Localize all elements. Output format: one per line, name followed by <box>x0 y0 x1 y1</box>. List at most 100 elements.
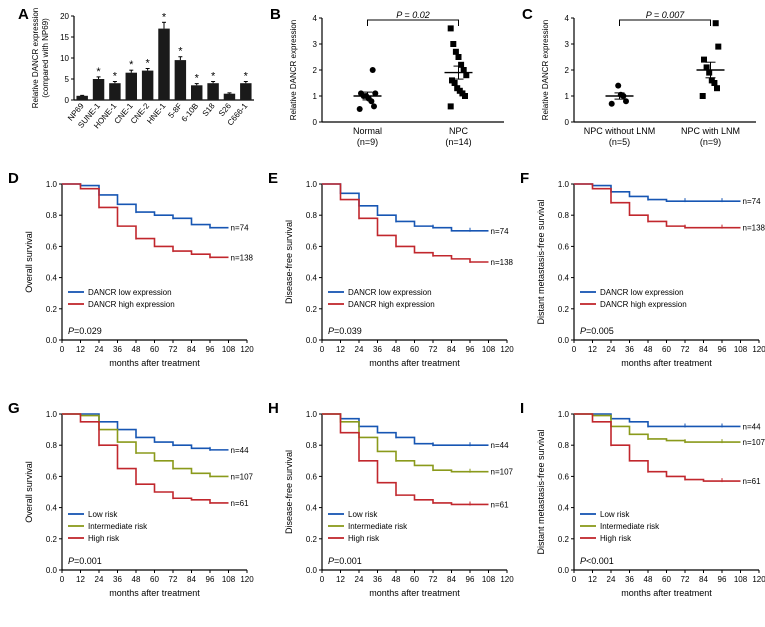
svg-text:DANCR high expression: DANCR high expression <box>88 300 175 309</box>
km-plot-e: 0.00.20.40.60.81.00122436486072849610812… <box>280 174 515 374</box>
svg-text:P=0.001: P=0.001 <box>328 556 362 566</box>
svg-text:DANCR low expression: DANCR low expression <box>600 288 684 297</box>
svg-text:Overall survival: Overall survival <box>24 231 34 293</box>
svg-text:Relative DANCR expression: Relative DANCR expression <box>541 20 550 120</box>
svg-text:0.8: 0.8 <box>558 441 570 450</box>
scatter-plot: 01234Relative DANCR expressionNormal(n=9… <box>282 6 512 156</box>
km-curve <box>322 184 489 231</box>
svg-text:0.4: 0.4 <box>46 274 58 283</box>
svg-text:0.8: 0.8 <box>46 441 58 450</box>
svg-text:DANCR high expression: DANCR high expression <box>600 300 687 309</box>
svg-text:n=138: n=138 <box>491 258 514 267</box>
svg-text:Normal: Normal <box>353 126 382 136</box>
svg-text:12: 12 <box>336 345 345 354</box>
svg-text:P = 0.007: P = 0.007 <box>646 10 685 20</box>
svg-text:S18: S18 <box>201 101 217 118</box>
svg-text:P=0.005: P=0.005 <box>580 326 614 336</box>
km-curve <box>62 184 229 257</box>
km-curve <box>62 414 229 476</box>
bar <box>175 60 186 100</box>
svg-text:0: 0 <box>320 575 325 584</box>
svg-text:96: 96 <box>718 575 727 584</box>
svg-text:0.2: 0.2 <box>46 305 58 314</box>
svg-text:n=44: n=44 <box>491 441 510 450</box>
bar <box>142 71 153 100</box>
svg-text:DANCR high expression: DANCR high expression <box>348 300 435 309</box>
svg-text:12: 12 <box>336 575 345 584</box>
km-plot-f: 0.00.20.40.60.81.00122436486072849610812… <box>532 174 765 374</box>
svg-text:*: * <box>162 11 167 23</box>
svg-text:60: 60 <box>662 575 671 584</box>
svg-text:120: 120 <box>752 575 765 584</box>
svg-text:n=107: n=107 <box>743 438 765 447</box>
svg-text:0.0: 0.0 <box>306 566 318 575</box>
svg-text:48: 48 <box>132 575 141 584</box>
svg-text:Low risk: Low risk <box>348 510 378 519</box>
panel-label: H <box>268 400 279 417</box>
svg-text:High risk: High risk <box>600 534 632 543</box>
panel-label: I <box>520 400 524 417</box>
svg-text:Distant metastasis-free surviv: Distant metastasis-free survival <box>536 199 546 324</box>
km-curve <box>574 184 741 201</box>
panel-label: G <box>8 400 20 417</box>
km-plot-i: 0.00.20.40.60.81.00122436486072849610812… <box>532 404 765 604</box>
svg-text:4: 4 <box>565 14 570 23</box>
svg-text:1.0: 1.0 <box>46 410 58 419</box>
svg-text:108: 108 <box>734 345 748 354</box>
svg-text:1.0: 1.0 <box>46 180 58 189</box>
svg-text:0.6: 0.6 <box>558 242 570 251</box>
svg-text:84: 84 <box>447 345 456 354</box>
svg-text:84: 84 <box>699 345 708 354</box>
svg-text:Overall survival: Overall survival <box>24 461 34 523</box>
svg-text:24: 24 <box>95 345 104 354</box>
svg-text:3: 3 <box>565 40 570 49</box>
panel-label: B <box>270 6 281 23</box>
svg-text:72: 72 <box>681 345 690 354</box>
svg-text:24: 24 <box>607 575 616 584</box>
svg-text:P<0.001: P<0.001 <box>580 556 614 566</box>
svg-text:1.0: 1.0 <box>558 410 570 419</box>
svg-text:48: 48 <box>132 345 141 354</box>
svg-text:0.0: 0.0 <box>558 336 570 345</box>
svg-text:P=0.029: P=0.029 <box>68 326 102 336</box>
svg-text:96: 96 <box>206 575 215 584</box>
svg-text:*: * <box>244 71 249 83</box>
svg-text:72: 72 <box>169 575 178 584</box>
svg-text:12: 12 <box>76 345 85 354</box>
svg-text:0.8: 0.8 <box>306 441 318 450</box>
panel-label: D <box>8 170 19 187</box>
km-curve <box>322 414 489 472</box>
svg-text:84: 84 <box>187 345 196 354</box>
bar <box>224 94 235 100</box>
svg-text:P=0.001: P=0.001 <box>68 556 102 566</box>
svg-text:0: 0 <box>565 118 570 127</box>
svg-text:108: 108 <box>222 575 236 584</box>
svg-text:n=107: n=107 <box>491 468 514 477</box>
svg-text:84: 84 <box>447 575 456 584</box>
svg-text:36: 36 <box>625 345 634 354</box>
svg-text:1.0: 1.0 <box>558 180 570 189</box>
svg-text:12: 12 <box>588 345 597 354</box>
svg-text:2: 2 <box>313 66 318 75</box>
svg-text:24: 24 <box>355 345 364 354</box>
scatter-plot: 01234Relative DANCR expressionNPC withou… <box>534 6 764 156</box>
svg-text:108: 108 <box>482 575 496 584</box>
svg-text:NPC with LNM: NPC with LNM <box>681 126 740 136</box>
svg-text:72: 72 <box>429 345 438 354</box>
svg-text:High risk: High risk <box>348 534 380 543</box>
svg-text:0.4: 0.4 <box>306 504 318 513</box>
svg-text:1.0: 1.0 <box>306 410 318 419</box>
svg-text:n=44: n=44 <box>231 446 250 455</box>
bar <box>93 79 104 100</box>
svg-text:4: 4 <box>313 14 318 23</box>
svg-text:108: 108 <box>482 345 496 354</box>
svg-text:0.4: 0.4 <box>46 504 58 513</box>
svg-text:DANCR low expression: DANCR low expression <box>348 288 432 297</box>
svg-text:P = 0.02: P = 0.02 <box>396 10 429 20</box>
svg-text:96: 96 <box>466 345 475 354</box>
svg-text:0.8: 0.8 <box>558 211 570 220</box>
svg-text:84: 84 <box>187 575 196 584</box>
svg-text:96: 96 <box>718 345 727 354</box>
svg-text:0.2: 0.2 <box>558 305 570 314</box>
svg-text:120: 120 <box>500 575 514 584</box>
